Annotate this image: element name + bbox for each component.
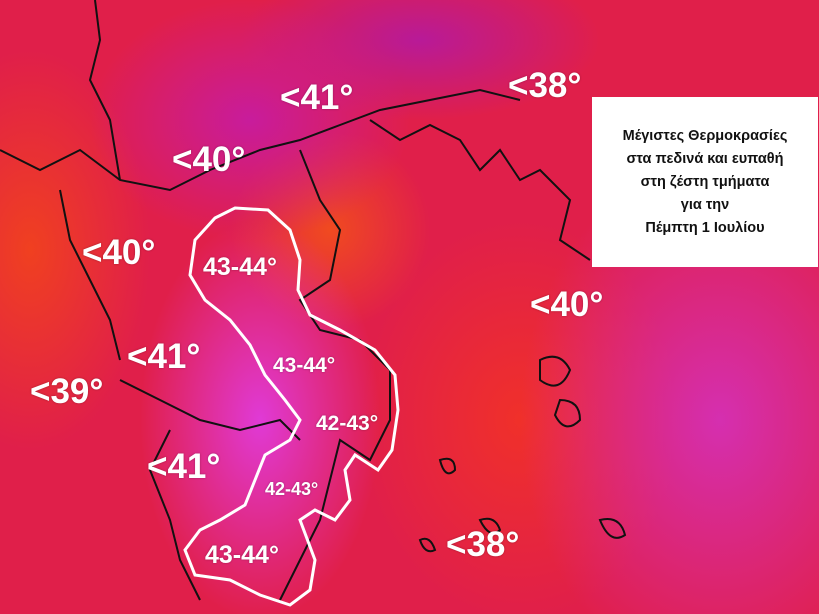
caption-line: Μέγιστες Θερμοκρασίες	[622, 127, 788, 144]
hot-zone-label: 43-44°	[203, 253, 277, 281]
border-line	[88, 0, 121, 181]
temp-label: <40°	[82, 233, 156, 272]
caption-line: στα πεδινά και ευπαθή	[626, 150, 784, 167]
coastline	[369, 119, 591, 261]
caption-line: Πέμπτη 1 Ιουλίου	[645, 219, 765, 236]
caption-line: στη ζέστη τμήματα	[640, 173, 770, 190]
island	[539, 355, 572, 387]
temp-label: <41°	[280, 78, 354, 117]
temp-label: <41°	[147, 447, 221, 486]
temp-label: <40°	[530, 285, 604, 324]
coastline	[119, 379, 301, 441]
temp-label: <38°	[508, 66, 582, 105]
temp-label: <39°	[30, 372, 104, 411]
coastline	[148, 429, 201, 601]
hot-zone-label: 43-44°	[205, 541, 279, 569]
map-caption-box: Μέγιστες Θερμοκρασίες στα πεδινά και ευπ…	[592, 97, 818, 267]
border-line	[59, 189, 121, 361]
island	[553, 398, 582, 428]
island	[598, 518, 627, 539]
hot-zone-label: 42-43°	[265, 479, 319, 499]
hot-zone-label: 42-43°	[316, 412, 379, 435]
temp-label: <41°	[127, 337, 201, 376]
hot-zone-label: 43-44°	[273, 354, 336, 377]
temp-label: <40°	[172, 140, 246, 179]
island	[418, 537, 437, 553]
hot-zone-outline	[183, 206, 400, 607]
island	[478, 517, 502, 535]
caption-line: για την	[680, 196, 730, 213]
temp-label: <38°	[446, 525, 520, 564]
island	[438, 457, 457, 475]
border-line	[0, 88, 521, 192]
